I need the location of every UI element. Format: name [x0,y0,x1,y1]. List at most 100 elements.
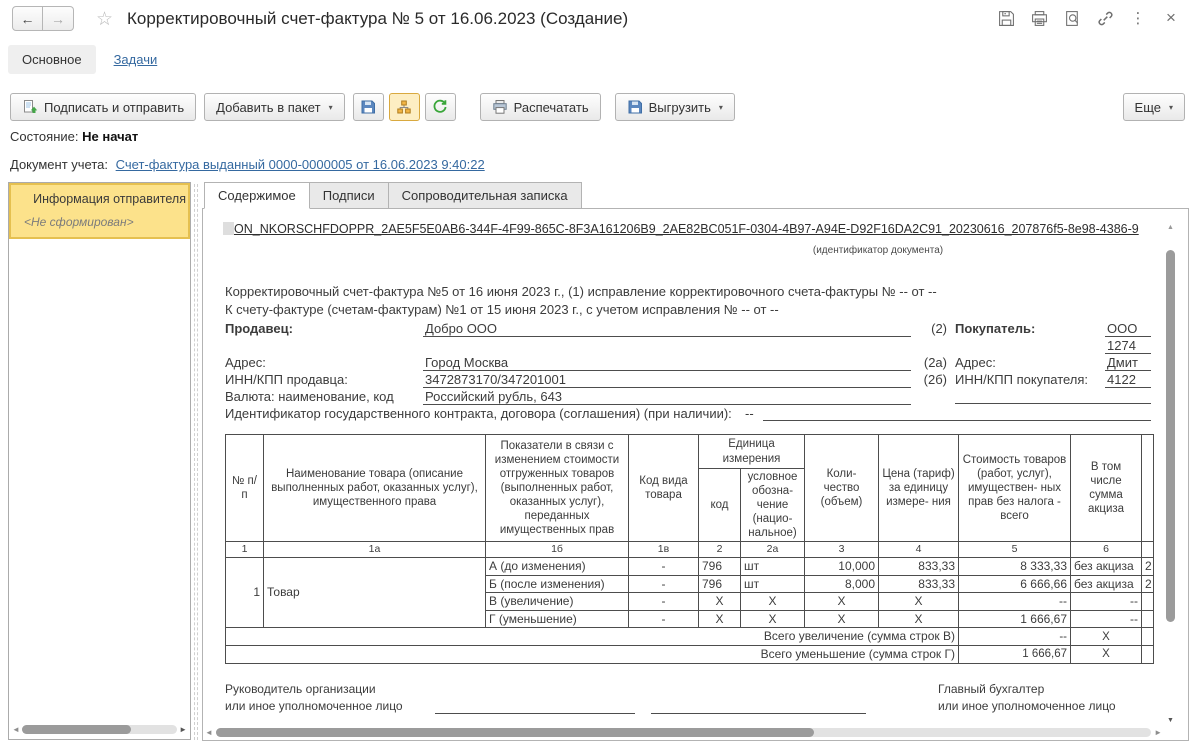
add-package-button[interactable]: Добавить в пакет ▾ [204,93,345,121]
sign-send-button[interactable]: Подписать и отправить [10,93,197,121]
tab-content[interactable]: Содержимое [204,182,310,209]
org-chart-icon [397,100,411,114]
sender-info-panel: Информация отправителя <Не сформирован> … [8,182,191,740]
row-number: 1 [225,556,264,629]
buyer-inn-value: 4122 [1105,372,1151,388]
scroll-left-icon[interactable]: ◄ [205,728,213,737]
print-button[interactable]: Распечатать [479,93,601,121]
total-increase-label: Всего увеличение (сумма строк В) [225,627,959,646]
column-number-row: 1 1а 1б 1в 2 2а 3 4 5 6 [225,541,1154,558]
vscroll-thumb[interactable] [1166,250,1175,622]
favorite-star-icon[interactable]: ☆ [96,9,114,30]
back-icon: ← [20,10,35,27]
col-indicators: Показатели в связи с изменением стоимост… [485,433,629,543]
save-button[interactable] [352,93,384,121]
window-actions: ⋮ × [996,8,1181,28]
scroll-right-icon[interactable]: ► [179,725,187,734]
total-decrease-row: Всего уменьшение (сумма строк Г) 1 666,6… [225,645,1154,664]
item-name: Товар [263,556,486,629]
page-title: Корректировочный счет-фактура № 5 от 16.… [127,9,629,28]
scroll-right-icon[interactable]: ► [1154,728,1162,737]
address-row: Адрес: Город Москва (2а) Адрес: Дмит [203,355,1165,372]
export-button[interactable]: Выгрузить ▾ [614,93,735,121]
sidebar-hscrollbar[interactable]: ◄ ► [12,724,187,735]
sender-info-title: Информация отправителя [33,192,186,206]
main-panel: Содержимое Подписи Сопроводительная запи… [202,182,1189,741]
total-decrease-amount: 1 666,67 [958,645,1071,664]
table-header-row: № п/п Наименование товара (описание выпо… [225,433,1154,543]
col-excise: В том числе сумма акциза [1070,433,1142,543]
cursor-block [223,222,234,235]
doc-hscrollbar[interactable]: ◄ ► [205,727,1162,738]
seller-row: Продавец: Добро ООО (2) Покупатель: ООО [203,321,1165,338]
forward-button[interactable]: → [43,6,74,31]
tab-cover-note[interactable]: Сопроводительная записка [388,182,582,209]
table-row-v[interactable]: В (увеличение) - X X X X -- -- [226,592,1154,611]
col-kind-code: Код вида товара [628,433,699,543]
export-floppy-icon [628,100,642,114]
contract-value: -- [745,406,754,421]
more-menu-icon[interactable]: ⋮ [1130,10,1146,27]
col-unit-code: код [698,467,741,543]
print-icon[interactable] [1029,8,1049,28]
seller-inn-label: ИНН/КПП продавца: [225,372,348,387]
col-cost: Стоимость товаров (работ, услуг), имущес… [958,433,1071,543]
status-label: Состояние: [10,129,79,144]
table-header-subrow: код условное обозна- чение (нацио- нальн… [226,467,1154,543]
document-id-line: ON_NKORSCHFDOPPR_2AE5F5E0AB6-344F-4F99-8… [223,222,1149,236]
tab-main[interactable]: Основное [8,44,96,74]
accounting-doc-line: Документ учета: Счет-фактура выданный 00… [10,157,485,172]
tab-tasks[interactable]: Задачи [113,51,158,67]
currency-label: Валюта: наименование, код [225,389,394,404]
caret-down-icon: ▾ [718,102,723,112]
content-tabs: Содержимое Подписи Сопроводительная запи… [204,182,582,209]
seller-inn-value: 3472873170/347201001 [423,372,911,388]
buyer-value-line1: ООО [1105,321,1151,337]
accounting-doc-link[interactable]: Счет-фактура выданный 0000-0000005 от 16… [115,157,485,172]
printer-icon [492,100,507,114]
tab-signatures[interactable]: Подписи [309,182,389,209]
caret-down-icon: ▾ [1168,102,1173,112]
refresh-button[interactable] [424,93,456,121]
signature-left-title: Руководитель организации или иное уполно… [225,682,403,713]
table-row-a[interactable]: 1 Товар А (до изменения) - 796 шт 10,000… [225,556,1154,629]
col-name: Наименование товара (описание выполненны… [263,433,486,543]
close-icon[interactable]: × [1166,8,1176,27]
caret-down-icon: ▾ [328,102,333,112]
signature-line-1 [435,699,635,714]
scroll-left-icon[interactable]: ◄ [12,725,20,734]
save-floppy-icon [361,100,376,114]
total-increase-amount: -- [958,627,1071,646]
signature-line-2 [651,699,866,714]
save-icon[interactable] [996,8,1016,28]
sender-info-box[interactable]: Информация отправителя <Не сформирован> [9,183,190,239]
back-button[interactable]: ← [12,6,43,31]
col-price: Цена (тариф) за единицу измере- ния [878,433,959,543]
scroll-down-icon[interactable]: ▼ [1167,717,1174,724]
inn-row: ИНН/КПП продавца: 3472873170/347201001 (… [203,372,1165,389]
preview-icon[interactable] [1062,8,1082,28]
link-icon[interactable] [1095,8,1115,28]
currency-row: Валюта: наименование, код Российский руб… [203,389,1165,406]
forward-icon: → [51,10,65,27]
seller-address-value: Город Москва [423,355,911,371]
seller-value: Добро ООО [423,321,911,337]
col-tax-cut [1141,433,1154,543]
refresh-icon [433,99,447,113]
structure-button[interactable] [388,93,420,121]
document-content: ON_NKORSCHFDOPPR_2AE5F5E0AB6-344F-4F99-8… [203,209,1165,714]
col-unit-group: Единица измерения [698,434,805,469]
table-row-b[interactable]: Б (после изменения) - 796 шт 8,000 833,3… [226,574,1154,594]
hscroll-thumb[interactable] [216,728,815,737]
total-decrease-label: Всего уменьшение (сумма строк Г) [225,645,959,664]
panel-splitter[interactable] [194,184,198,740]
buyer-value-line2: 1274 [1105,338,1151,354]
scroll-up-icon[interactable]: ▲ [1167,224,1174,231]
signature-right-title: Главный бухгалтер или иное уполномоченно… [938,682,1116,713]
doc-vscrollbar[interactable]: ▲ ▼ [1164,210,1177,726]
history-nav: ← → [12,6,74,31]
more-button[interactable]: Еще ▾ [1122,93,1185,121]
sender-info-status: <Не сформирован> [24,215,134,229]
doc-title-line2: К счету-фактуре (счетам-фактурам) №1 от … [225,302,779,317]
